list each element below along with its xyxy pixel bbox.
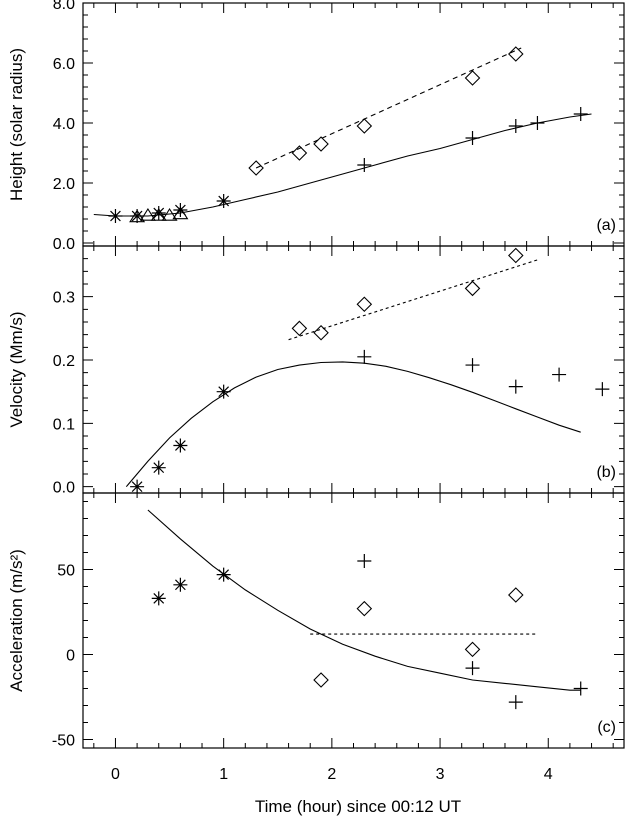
plus-point bbox=[508, 695, 523, 710]
triangle-point bbox=[161, 207, 178, 221]
acceleration-y-axis-label: Acceleration (m/s²) bbox=[7, 549, 26, 692]
y-tick-label: 50 bbox=[57, 563, 75, 580]
asterisk-point bbox=[151, 591, 166, 606]
plus-point bbox=[357, 554, 372, 568]
acceleration-panel: -50 0 50 Acceleration (m/s²) (c) bbox=[7, 492, 625, 750]
asterisk-point bbox=[130, 209, 145, 223]
asterisk-point bbox=[173, 577, 188, 592]
asterisk-point bbox=[216, 194, 231, 208]
diamond-point bbox=[464, 280, 481, 297]
velocity-panel-label: (b) bbox=[596, 464, 616, 481]
y-tick-label: -50 bbox=[52, 733, 75, 750]
y-tick-label: 0.0 bbox=[53, 480, 75, 497]
y-tick-label: 0 bbox=[66, 648, 75, 665]
diamond-point bbox=[464, 641, 481, 658]
triangle-point bbox=[139, 207, 156, 221]
height-y-axis-label: Height (solar radius) bbox=[7, 48, 26, 201]
plus-point bbox=[465, 131, 480, 145]
plus-point bbox=[595, 382, 610, 397]
y-tick-label: 0.0 bbox=[53, 236, 75, 253]
acceleration-panel-label: (c) bbox=[597, 719, 616, 736]
asterisk-point bbox=[130, 479, 145, 494]
diamond-point bbox=[313, 324, 329, 341]
diamond-point bbox=[356, 600, 373, 617]
diamond-point bbox=[508, 587, 524, 603]
x-tick-label: 1 bbox=[219, 766, 228, 783]
diamond-point bbox=[248, 160, 264, 176]
plus-point bbox=[573, 107, 588, 121]
triangle-point bbox=[150, 207, 167, 221]
x-axis-label: Time (hour) since 00:12 UT bbox=[255, 797, 461, 816]
plus-point bbox=[508, 119, 523, 133]
triangle-point bbox=[172, 206, 189, 220]
asterisk-point bbox=[173, 203, 188, 217]
fit-line-dashed bbox=[255, 47, 522, 169]
y-tick-label: 6.0 bbox=[53, 56, 75, 73]
plus-point bbox=[530, 116, 545, 130]
plus-point bbox=[573, 681, 588, 696]
diamond-point bbox=[313, 672, 329, 688]
asterisk-point bbox=[216, 567, 231, 582]
x-tick-label: 2 bbox=[327, 766, 336, 783]
y-tick-label: 0.1 bbox=[53, 416, 75, 433]
diamond-point bbox=[508, 46, 524, 62]
asterisk-point bbox=[151, 206, 166, 220]
x-tick-label: 4 bbox=[544, 766, 553, 783]
x-tick-label: 0 bbox=[111, 766, 120, 783]
asterisk-point bbox=[108, 209, 123, 223]
y-tick-label: 2.0 bbox=[53, 176, 75, 193]
fit-line-solid bbox=[125, 361, 581, 488]
diamond-point bbox=[356, 296, 373, 313]
plus-point bbox=[357, 158, 372, 172]
height-plot-frame bbox=[82, 2, 625, 247]
triangle-point bbox=[129, 209, 146, 223]
x-tick-label: 3 bbox=[436, 766, 445, 783]
y-tick-label: 8.0 bbox=[53, 0, 75, 13]
plus-point bbox=[465, 358, 480, 373]
plus-point bbox=[552, 367, 567, 382]
velocity-plot-frame bbox=[82, 245, 625, 494]
fit-line-dotted bbox=[288, 259, 538, 341]
asterisk-point bbox=[151, 460, 166, 475]
asterisk-point bbox=[216, 384, 231, 399]
x-tick-labels: 0 1 2 3 4 bbox=[111, 766, 553, 783]
velocity-panel: 0.0 0.1 0.2 0.3 Velocity (Mm/s) (b) bbox=[7, 245, 625, 497]
height-panel-label: (a) bbox=[596, 217, 616, 234]
diamond-point bbox=[291, 320, 308, 337]
diamond-point bbox=[464, 70, 481, 86]
plus-point bbox=[357, 349, 372, 364]
y-tick-label: 0.3 bbox=[53, 290, 75, 307]
diamond-point bbox=[291, 145, 308, 161]
velocity-y-axis-label: Velocity (Mm/s) bbox=[7, 311, 26, 427]
acceleration-plot-frame bbox=[82, 492, 625, 749]
asterisk-point bbox=[173, 438, 188, 453]
diamond-point bbox=[508, 247, 524, 264]
height-panel: 0.0 2.0 4.0 6.0 8.0 Height (solar radius) (a) bbox=[7, 0, 625, 253]
diamond-point bbox=[356, 118, 373, 134]
diamond-point bbox=[313, 136, 329, 152]
fit-line-solid bbox=[147, 509, 581, 691]
plus-point bbox=[508, 379, 523, 394]
plus-point bbox=[465, 661, 480, 676]
y-tick-label: 0.2 bbox=[53, 353, 75, 370]
y-tick-label: 4.0 bbox=[53, 116, 75, 133]
